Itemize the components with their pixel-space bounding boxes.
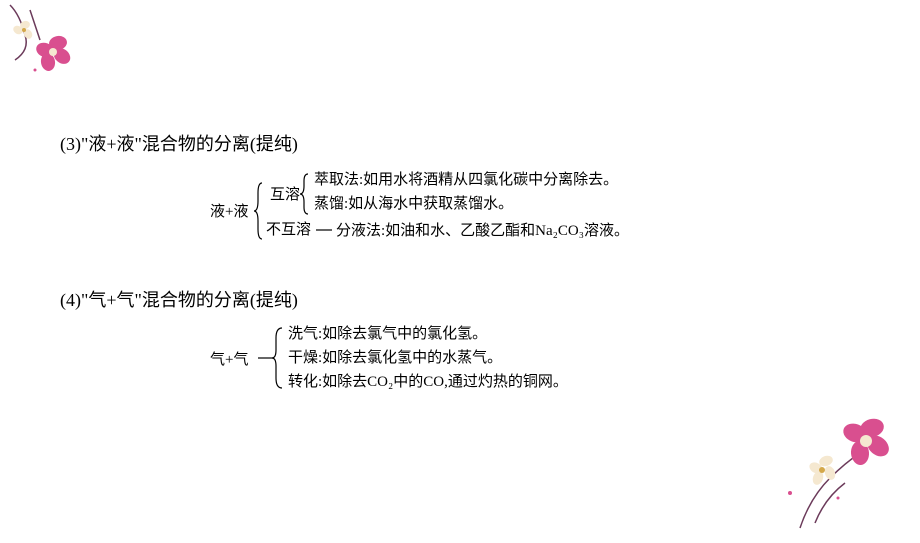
section3-root: 液+液 bbox=[210, 203, 248, 220]
section3-diagram: 液+液 互溶 萃取法:如用水将酒精从四氯化碳中分离除去。 蒸馏:如从海水中获取蒸… bbox=[210, 166, 860, 256]
section3-title: (3)"液+液"混合物的分离(提纯) bbox=[60, 130, 860, 156]
section3-branch2-label: 不互溶 bbox=[266, 221, 311, 238]
decorative-flower-top-left bbox=[0, 0, 100, 100]
section4-root: 气+气 bbox=[210, 351, 248, 368]
section3-branch2-item0: 分液法:如油和水、乙酸乙酯和Na₂CO₃溶液。 bbox=[336, 222, 629, 239]
section3-branch1-item1: 蒸馏:如从海水中获取蒸馏水。 bbox=[314, 195, 513, 212]
section3-branch1-item0: 萃取法:如用水将酒精从四氯化碳中分离除去。 bbox=[314, 171, 618, 188]
section4-title: (4)"气+气"混合物的分离(提纯) bbox=[60, 286, 860, 312]
decorative-flower-bottom-right bbox=[760, 398, 900, 538]
section4-item1: 干燥:如除去氯化氢中的水蒸气。 bbox=[288, 349, 502, 366]
section3-branch1-label: 互溶 bbox=[270, 186, 300, 203]
section4-item0: 洗气:如除去氯气中的氯化氢。 bbox=[288, 325, 487, 342]
section4-diagram: 气+气 洗气:如除去氯气中的氯化氢。 干燥:如除去氯化氢中的水蒸气。 转化:如除… bbox=[210, 322, 860, 402]
section4-item2: 转化:如除去CO₂中的CO,通过灼热的铜网。 bbox=[288, 373, 568, 390]
